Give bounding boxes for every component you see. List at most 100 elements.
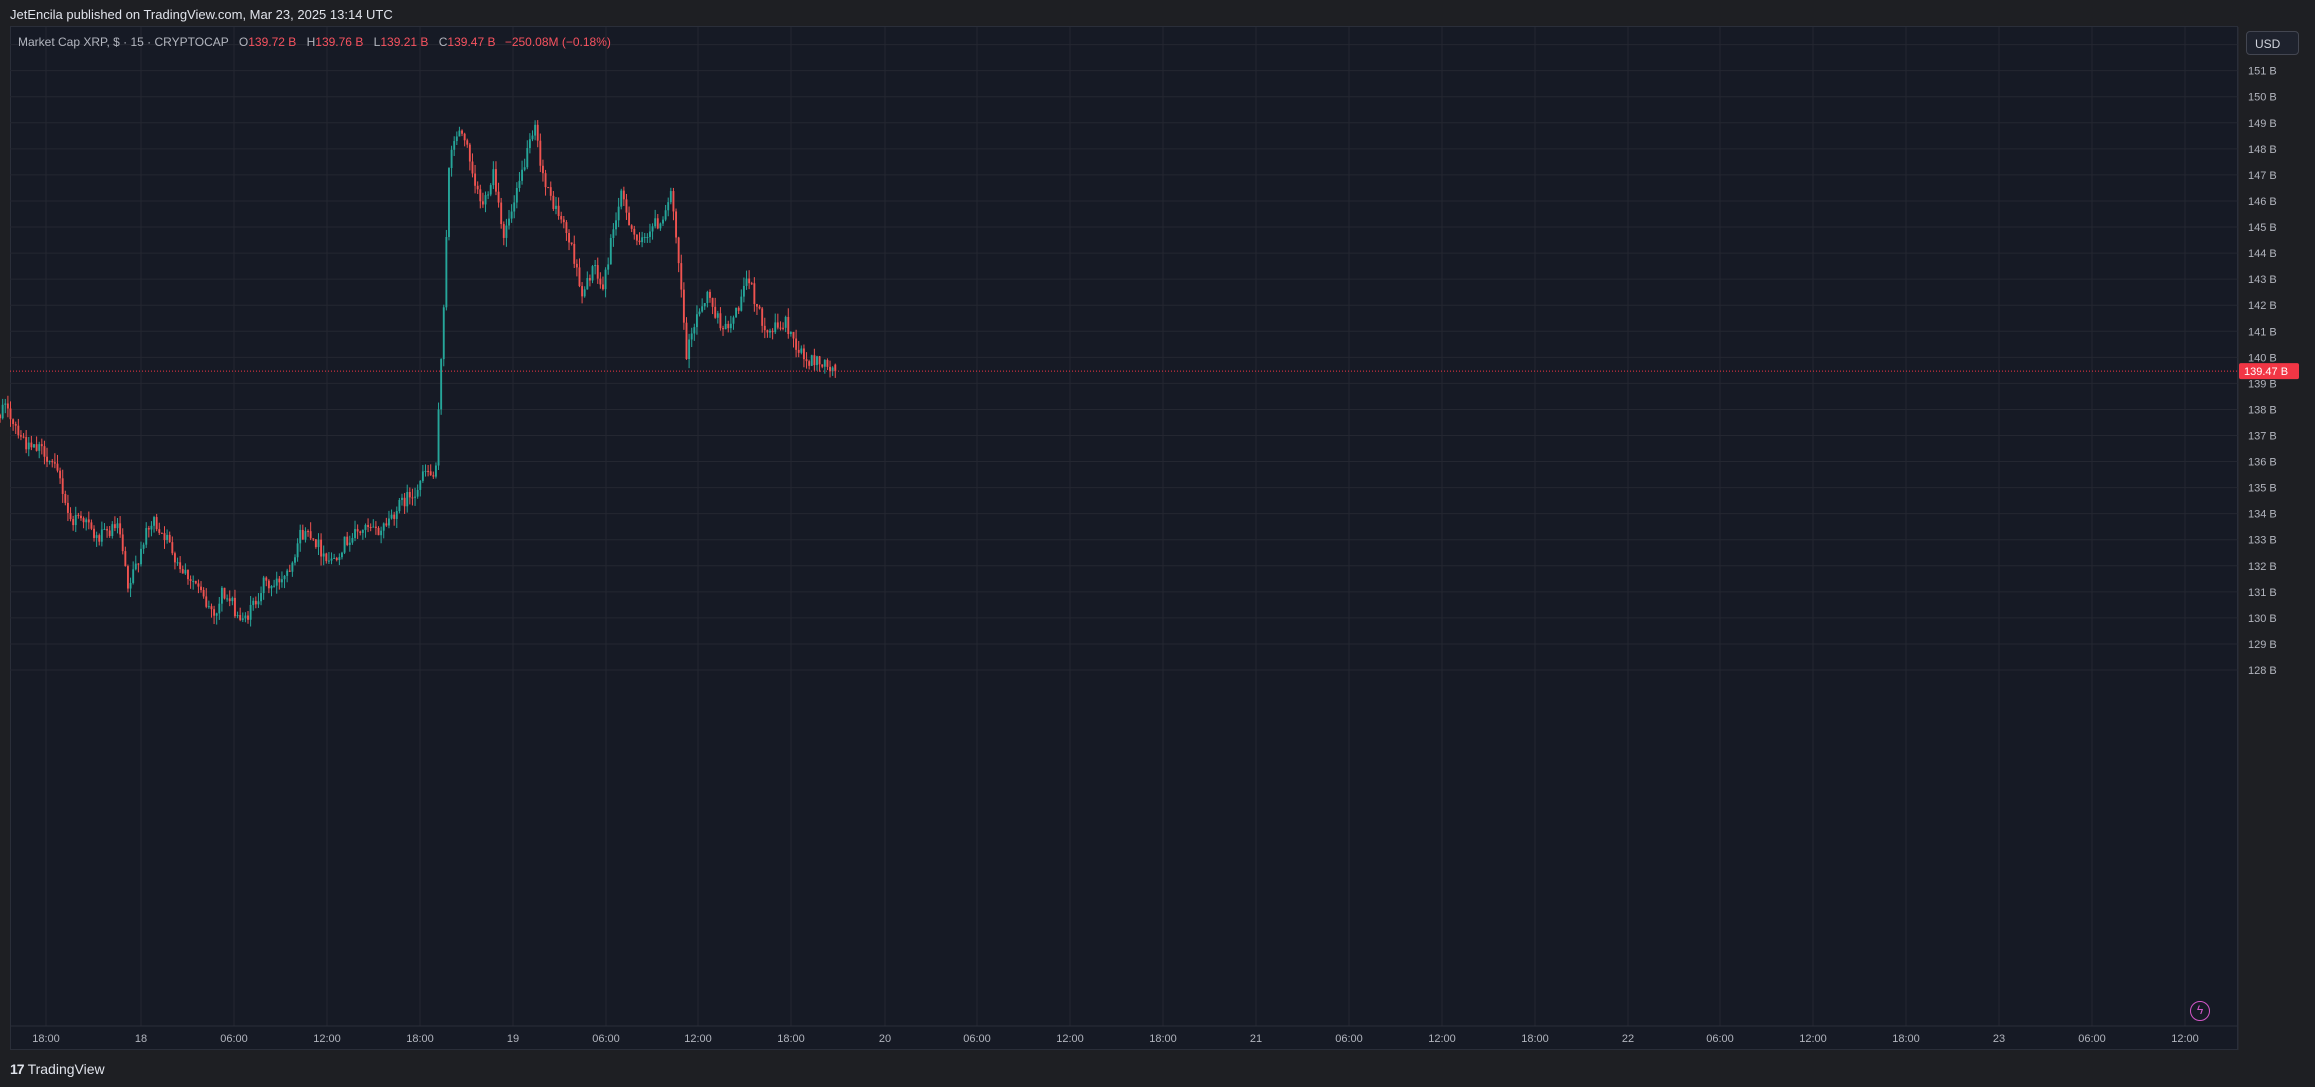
candle-body	[406, 491, 409, 507]
low-label: L	[373, 35, 381, 49]
candle-body	[333, 557, 336, 559]
candle-body	[508, 218, 510, 226]
candle-body	[434, 465, 437, 477]
candle-body	[25, 437, 28, 450]
candle-body	[187, 569, 189, 580]
candle-body	[429, 471, 432, 476]
candle-body	[795, 338, 798, 350]
lightning-icon[interactable]: ϟ	[2190, 1001, 2210, 1021]
candle-body	[541, 165, 544, 174]
candle-body	[12, 419, 15, 424]
candle-body	[763, 325, 766, 331]
candle-body	[56, 463, 59, 471]
candle-body	[818, 356, 821, 365]
candle-body	[586, 278, 589, 290]
candle-body	[260, 593, 263, 602]
candle-body	[672, 191, 675, 212]
candle-body	[753, 283, 756, 305]
candle-body	[393, 514, 396, 519]
candle-body	[382, 523, 385, 531]
candle-body	[656, 218, 659, 229]
candle-body	[335, 557, 338, 561]
candle-body	[557, 205, 560, 217]
candle-body	[633, 228, 636, 235]
candle-body	[500, 202, 503, 225]
candle-body	[625, 199, 628, 213]
y-tick-label: 147 B	[2248, 170, 2277, 182]
candle-body	[536, 124, 539, 141]
candle-body	[779, 327, 782, 329]
candle-body	[693, 327, 696, 334]
candle-body	[74, 514, 77, 526]
candle-body	[38, 444, 41, 451]
candle-body	[495, 169, 497, 192]
x-tick-label: 18:00	[406, 1033, 434, 1045]
candle-body	[317, 539, 320, 548]
close-label: C	[438, 35, 448, 49]
currency-button[interactable]: USD	[2246, 31, 2299, 55]
tradingview-logo[interactable]: 17 TradingView	[10, 1061, 105, 1077]
candle-body	[468, 144, 471, 162]
candle-body	[147, 528, 150, 530]
x-tick-label: 18:00	[777, 1033, 805, 1045]
candle-body	[69, 512, 72, 520]
candle-body	[821, 364, 824, 367]
y-tick-label: 140 B	[2248, 352, 2277, 364]
candle-body	[153, 517, 155, 526]
candle-body	[756, 304, 758, 307]
x-tick-label: 19	[507, 1033, 519, 1045]
candle-body	[48, 460, 51, 462]
y-tick-label: 129 B	[2248, 639, 2277, 651]
candle-body	[27, 442, 30, 450]
candle-body	[476, 185, 479, 190]
candle-body	[515, 188, 518, 203]
candle-body	[635, 234, 638, 241]
candle-body	[675, 211, 677, 238]
candle-body	[758, 306, 761, 309]
y-tick-label: 151 B	[2248, 66, 2277, 78]
candle-body	[479, 189, 482, 202]
candle-body	[667, 202, 670, 211]
candle-body	[95, 535, 98, 538]
candle-body	[100, 529, 103, 542]
y-tick-label: 134 B	[2248, 509, 2277, 521]
candle-body	[831, 367, 834, 372]
y-tick-label: 143 B	[2248, 274, 2277, 286]
candle-body	[805, 359, 808, 362]
candle-body	[505, 225, 508, 238]
y-tick-label: 130 B	[2248, 613, 2277, 625]
candle-body	[223, 587, 226, 599]
x-tick-label: 12:00	[684, 1033, 712, 1045]
candle-body	[453, 141, 456, 150]
open-value: 139.72 B	[248, 35, 297, 49]
candle-body	[374, 526, 377, 528]
candle-body	[711, 297, 714, 307]
candle-body	[19, 435, 22, 437]
candle-body	[53, 462, 56, 464]
candle-body	[659, 223, 662, 229]
candle-body	[442, 307, 445, 360]
x-tick-label: 23	[1993, 1033, 2005, 1045]
candle-body	[66, 502, 69, 513]
candle-body	[119, 523, 122, 535]
candle-body	[612, 229, 615, 239]
candle-body	[722, 328, 724, 330]
x-tick-label: 12:00	[313, 1033, 341, 1045]
candle-body	[729, 323, 732, 329]
high-value: 139.76 B	[315, 35, 364, 49]
candle-body	[166, 534, 169, 541]
candle-body	[599, 278, 602, 285]
candle-body	[226, 598, 229, 600]
candle-body	[215, 613, 218, 616]
x-tick-label: 12:00	[2171, 1033, 2199, 1045]
y-tick-label: 142 B	[2248, 300, 2277, 312]
candle-body	[173, 553, 176, 563]
candle-body	[732, 317, 735, 324]
candle-body	[716, 313, 719, 318]
y-tick-label: 128 B	[2248, 665, 2277, 677]
candle-body	[307, 531, 309, 533]
candle-body	[669, 191, 672, 203]
candle-body	[651, 226, 654, 232]
candle-body	[294, 557, 296, 563]
